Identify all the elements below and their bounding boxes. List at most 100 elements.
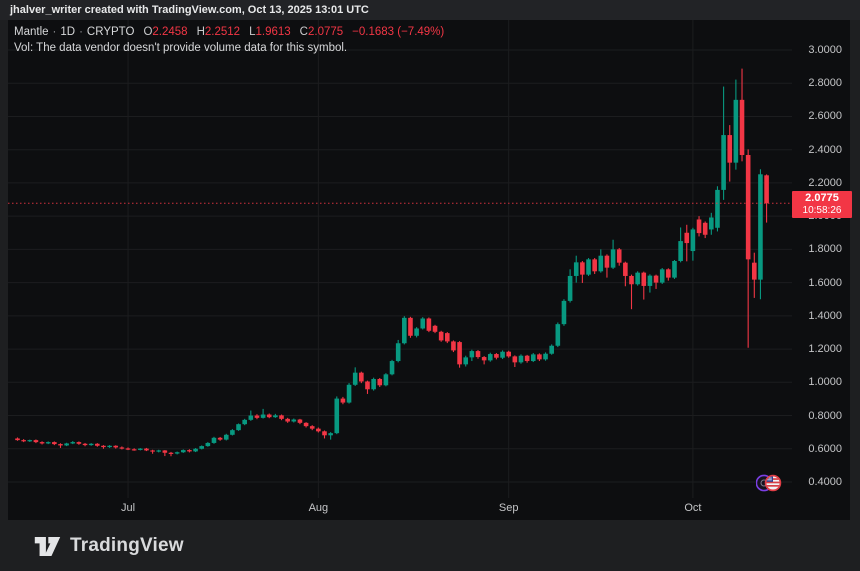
- candle-body: [33, 440, 39, 443]
- candle-body: [690, 229, 696, 252]
- candle-body: [702, 222, 708, 235]
- candle-body: [254, 415, 260, 418]
- candle-body: [512, 356, 518, 363]
- candle-body: [555, 324, 561, 346]
- time-axis-label-sep[interactable]: Sep: [498, 502, 519, 514]
- time-axis-label-oct[interactable]: Oct: [684, 502, 702, 514]
- candle-body: [414, 328, 419, 336]
- price-axis-label[interactable]: 1.4000: [808, 309, 842, 322]
- candle-body: [193, 448, 198, 452]
- candle-body: [27, 440, 33, 442]
- candle-body: [21, 440, 26, 442]
- candle-body: [95, 443, 100, 446]
- candle-body: [420, 318, 426, 329]
- candle-body: [223, 434, 229, 440]
- candle-body: [371, 378, 376, 390]
- candle-body: [653, 275, 659, 283]
- tradingview-brand[interactable]: TradingView: [34, 535, 184, 557]
- candle-body: [426, 318, 432, 331]
- candle-body: [45, 442, 51, 444]
- candle-body: [273, 415, 278, 418]
- candle-body: [678, 241, 683, 262]
- candle-body: [445, 333, 450, 342]
- price-axis-label[interactable]: 2.8000: [808, 77, 842, 90]
- chart-pane[interactable]: Mantle · 1D · CRYPTO O2.2458 H2.2512 L1.9613 C2.…: [8, 20, 852, 520]
- candle-body: [463, 357, 469, 365]
- candle-body: [721, 135, 726, 190]
- candle-body: [125, 448, 131, 450]
- candle-body: [389, 361, 395, 375]
- candle-body: [573, 262, 579, 276]
- tradingview-logo-icon: [34, 536, 61, 556]
- candle-body: [88, 443, 94, 446]
- candle-body: [144, 448, 149, 451]
- price-axis-label[interactable]: 1.0000: [808, 376, 842, 389]
- price-axis-label[interactable]: 0.4000: [808, 475, 842, 488]
- candle-body: [82, 443, 88, 446]
- candle-body: [451, 341, 456, 351]
- candle-body: [39, 442, 45, 444]
- current-price-tag: 2.0775 10:58:26: [792, 191, 852, 219]
- price-axis-label[interactable]: 2.4000: [808, 143, 842, 156]
- candle-body: [217, 437, 223, 440]
- candle-body: [352, 372, 358, 385]
- candle-body: [469, 351, 475, 358]
- candlestick-chart[interactable]: [8, 20, 850, 520]
- candle-body: [150, 450, 155, 452]
- candle-body: [561, 300, 567, 325]
- candle-body: [727, 135, 733, 163]
- candle-body: [623, 262, 628, 276]
- candle-body: [684, 232, 690, 244]
- price-axis-label[interactable]: 1.8000: [808, 243, 842, 256]
- candle-body: [402, 317, 407, 344]
- price-axis-label[interactable]: 2.6000: [808, 110, 842, 123]
- candle-body: [107, 445, 112, 448]
- candle-body: [187, 450, 192, 452]
- usd-flag-icon: [764, 474, 782, 492]
- candle-body: [309, 426, 315, 429]
- candle-body: [580, 262, 585, 275]
- candle-body: [635, 272, 640, 285]
- candle-body: [52, 442, 57, 445]
- candle-body: [236, 424, 241, 431]
- price-axis-label[interactable]: 3.0000: [808, 44, 842, 56]
- candle-body: [242, 419, 247, 425]
- candle-body: [303, 422, 309, 427]
- candle-body: [475, 351, 481, 358]
- candle-body: [383, 374, 389, 386]
- price-axis-label[interactable]: 1.2000: [808, 343, 842, 356]
- price-axis-label[interactable]: 2.2000: [808, 176, 842, 189]
- candle-body: [518, 355, 524, 363]
- candle-body: [764, 175, 769, 204]
- candle-body: [530, 354, 536, 362]
- candle-body: [616, 249, 622, 263]
- candle-body: [610, 249, 616, 268]
- price-axis-label[interactable]: 0.6000: [808, 442, 842, 455]
- candle-body: [524, 355, 530, 362]
- candle-body: [279, 415, 284, 419]
- low-prefix: L: [249, 26, 256, 38]
- time-axis-label-jul[interactable]: Jul: [120, 502, 136, 514]
- candle-body: [629, 275, 634, 285]
- price-axis-label[interactable]: 1.6000: [808, 276, 842, 289]
- candle-body: [248, 415, 254, 420]
- candle-body: [101, 445, 106, 448]
- candle-body: [15, 438, 20, 441]
- candle-body: [205, 442, 211, 447]
- candle-body: [285, 418, 290, 422]
- candle-body: [457, 342, 462, 365]
- price-axis-label[interactable]: 0.8000: [808, 409, 842, 422]
- candle-body: [586, 259, 591, 275]
- candle-body: [487, 354, 493, 361]
- candle-body: [340, 398, 346, 403]
- candle-body: [506, 351, 511, 357]
- candle-body: [119, 447, 125, 449]
- interval-label: 1D: [60, 26, 76, 38]
- candle-body: [395, 343, 401, 362]
- current-price-value: 2.0775: [805, 192, 839, 205]
- candle-body: [481, 357, 487, 361]
- time-axis-label-aug[interactable]: Aug: [308, 502, 329, 514]
- candle-body: [70, 442, 76, 444]
- candle-body: [346, 384, 352, 403]
- market-label: CRYPTO: [86, 26, 135, 38]
